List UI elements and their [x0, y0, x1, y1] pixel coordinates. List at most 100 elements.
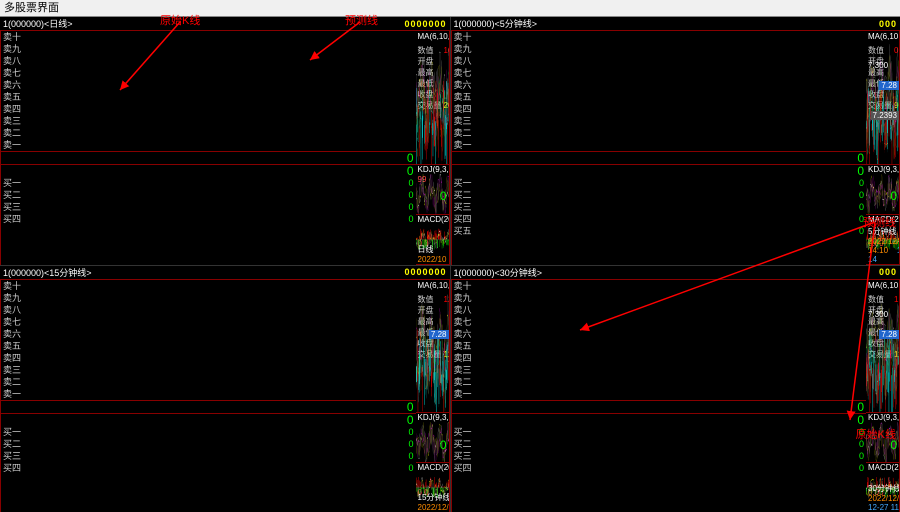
- buy-row: 买四0: [1, 213, 416, 225]
- sell-row: 卖二: [452, 376, 867, 388]
- price-chart[interactable]: MA(6,10,20,30)MA93 7.28MA120 7.283MA250 …: [866, 31, 900, 165]
- kdj-chart[interactable]: KDJ(9,3,3)K 60.058D 64.697J 50.778 0: [866, 165, 900, 215]
- buy-row: 买三0: [1, 201, 416, 213]
- sell-row: 卖一: [452, 388, 867, 400]
- panel-grid: 1(000000)<日线>0000000 MA(6,10,20,30)MA93 …: [0, 17, 900, 512]
- ma-readout: MA(6,10,20,30)MA93 7.045MA120 7.079MA250…: [418, 32, 450, 41]
- sell-row: 卖十: [1, 31, 416, 43]
- buy-row: 买一0: [1, 177, 416, 189]
- kdj-zero: 0: [440, 438, 447, 452]
- sell-row: 卖三: [1, 364, 416, 376]
- buy-row: 买二0: [452, 438, 867, 450]
- time-axis: 30分钟线 2022/12/21 22-12-27 11:00: [868, 483, 900, 512]
- sell-row: 卖十: [452, 280, 867, 292]
- sell-row: 卖八: [1, 55, 416, 67]
- order-book: 卖十卖九卖八卖七卖六卖五卖四卖三卖二卖一00买一0买二0买三0买四0: [0, 31, 416, 265]
- sell-row: 卖六: [1, 328, 416, 340]
- sell-row: 卖七: [1, 67, 416, 79]
- kdj-chart[interactable]: KDJ(9,3,3)K 81.138D 69.449J 104.515 0: [416, 413, 450, 463]
- chart-panel-1[interactable]: 1(000000)<5分钟线> 000 MA(6,10,20,30)MA93 7.…: [451, 17, 900, 265]
- sell-row: 卖七: [452, 67, 867, 79]
- sell-row: 卖六: [1, 79, 416, 91]
- kdj-readout: KDJ(9,3,3)K 27.759D 23.261J 36.754: [418, 165, 450, 174]
- kdj-readout: KDJ(9,3,3)K 60.058D 64.697J 50.778: [868, 165, 900, 174]
- price-chart[interactable]: MA(6,10,20,30)MA93 7.162MA120 7.154MA250…: [866, 280, 900, 414]
- time-axis: 日线 2022/10 12: [418, 244, 450, 264]
- panel-title: 1(000000)<5分钟线>: [454, 17, 538, 30]
- macd-chart[interactable]: MACD(26,12,9)DIFF -0.055DEA -0.039MACD -…: [416, 215, 450, 265]
- chart-panel-0[interactable]: 1(000000)<日线>0000000 MA(6,10,20,30)MA93 …: [0, 17, 450, 265]
- sell-row: 卖一: [1, 388, 416, 400]
- macd-chart[interactable]: MACD(26,12,9)DIFF -0.016DEA -0.021MACD 0…: [866, 463, 900, 512]
- sell-row: 卖八: [1, 304, 416, 316]
- sell-row: 卖九: [452, 292, 867, 304]
- sell-row: 卖一: [452, 139, 867, 151]
- sell-row: 卖九: [1, 43, 416, 55]
- sell-row: 卖三: [452, 115, 867, 127]
- macd-readout: MACD(26,12,9)DIFF -0.012DEA -0.011MACD 0…: [418, 463, 450, 472]
- buy-row: 买四0: [452, 462, 867, 474]
- chart-panel-3[interactable]: 1(000000)<30分钟线> 000 MA(6,10,20,30)MA93 7…: [451, 266, 900, 512]
- buy-row: 买一0: [452, 177, 867, 189]
- time-axis: 5分钟线 2022/12/29 14:10 11:00 14: [868, 226, 900, 264]
- kdj-zero: 0: [890, 189, 897, 203]
- price-tag2: 7.2393: [871, 111, 899, 120]
- buy-row: 买三0: [1, 450, 416, 462]
- price-tag: 7.28: [879, 81, 899, 90]
- macd-readout: MACD(26,12,9)DIFF -0.016DEA -0.021MACD 0…: [868, 463, 900, 472]
- order-book: 卖十卖九卖八卖七卖六卖五卖四卖三卖二卖一00买一0买二0买三0买四0: [0, 280, 416, 512]
- chart-panel-2[interactable]: 1(000000)<15分钟线>0000000 MA(6,10,20,30)MA…: [0, 266, 450, 512]
- price-tag: 7.28: [879, 330, 899, 339]
- kdj-readout: KDJ(9,3,3)K 81.138D 69.449J 104.515: [418, 413, 450, 422]
- panel-zeros: 0000000: [404, 19, 446, 29]
- macd-readout: MACD(26,12,9)DIFF -0.055DEA -0.039MACD -…: [418, 215, 450, 224]
- macd-readout: MACD(26,12,9)DIFF 0.005DEA 0.006MACD -0.…: [868, 215, 900, 224]
- panel-title: 1(000000)<30分钟线>: [454, 266, 543, 279]
- sell-row: 卖三: [1, 115, 416, 127]
- macd-chart[interactable]: MACD(26,12,9)DIFF -0.012DEA -0.011MACD 0…: [416, 463, 450, 512]
- kdj-zero: 0: [890, 438, 897, 452]
- sell-row: 卖五: [1, 340, 416, 352]
- buy-row: 买三0: [452, 450, 867, 462]
- buy-row: 买三0: [452, 201, 867, 213]
- buy-row: 买二0: [452, 189, 867, 201]
- ma-readout: MA(6,10,20,30)MA93 7.28MA120 7.283MA250 …: [868, 32, 900, 41]
- sell-row: 卖四: [1, 352, 416, 364]
- buy-row: 买二0: [1, 189, 416, 201]
- sell-row: 卖八: [452, 304, 867, 316]
- sell-row: 卖十: [452, 31, 867, 43]
- kdj-chart[interactable]: KDJ(9,3,3)K 69.62D 46.595J 115.672 0: [866, 413, 900, 463]
- sell-row: 卖九: [1, 292, 416, 304]
- buy-row: 买四0: [452, 213, 867, 225]
- sell-row: 卖五: [1, 91, 416, 103]
- buy-row: 买二0: [1, 438, 416, 450]
- sell-row: 卖五: [452, 91, 867, 103]
- order-book: 卖十卖九卖八卖七卖六卖五卖四卖三卖二卖一00买一0买二0买三0买四0: [451, 280, 867, 512]
- sell-row: 卖五: [452, 340, 867, 352]
- sell-row: 卖三: [452, 364, 867, 376]
- time-axis: 15分钟线 2022/12/27: [418, 492, 450, 512]
- panel-title: 1(000000)<15分钟线>: [3, 266, 92, 279]
- sell-row: 卖四: [1, 103, 416, 115]
- price-tag: 7.28: [429, 330, 449, 339]
- sell-row: 卖六: [452, 328, 867, 340]
- buy-row: 买五0: [452, 225, 867, 237]
- kdj-readout: KDJ(9,3,3)K 69.62D 46.595J 115.672: [868, 413, 900, 422]
- sell-row: 卖七: [452, 316, 867, 328]
- price-chart[interactable]: MA(6,10,20,30)MA93 7.045MA120 7.079MA250…: [416, 31, 450, 165]
- sell-row: 卖六: [452, 79, 867, 91]
- sell-row: 卖八: [452, 55, 867, 67]
- sell-row: 卖二: [452, 127, 867, 139]
- ma-readout: MA(6,10,20,30)MA93 7.162MA120 7.154MA250…: [868, 281, 900, 290]
- order-book: 卖十卖九卖八卖七卖六卖五卖四卖三卖二卖一00买一0买二0买三0买四0买五0: [451, 31, 867, 265]
- panel-zeros: 000: [879, 267, 897, 277]
- kdj-chart[interactable]: KDJ(9,3,3)K 27.759D 23.261J 36.754 99 0: [416, 165, 450, 215]
- panel-zeros: 000: [879, 19, 897, 29]
- kdj-zero: 0: [440, 189, 447, 203]
- sell-row: 卖七: [1, 316, 416, 328]
- sell-row: 卖一: [1, 139, 416, 151]
- price-chart[interactable]: MA(6,10,20,30)MA93 7.19MA120 7.154MA250 …: [416, 280, 450, 414]
- sell-row: 卖二: [1, 376, 416, 388]
- macd-chart[interactable]: MACD(26,12,9)DIFF 0.005DEA 0.006MACD -0.…: [866, 215, 900, 265]
- sell-row: 卖十: [1, 280, 416, 292]
